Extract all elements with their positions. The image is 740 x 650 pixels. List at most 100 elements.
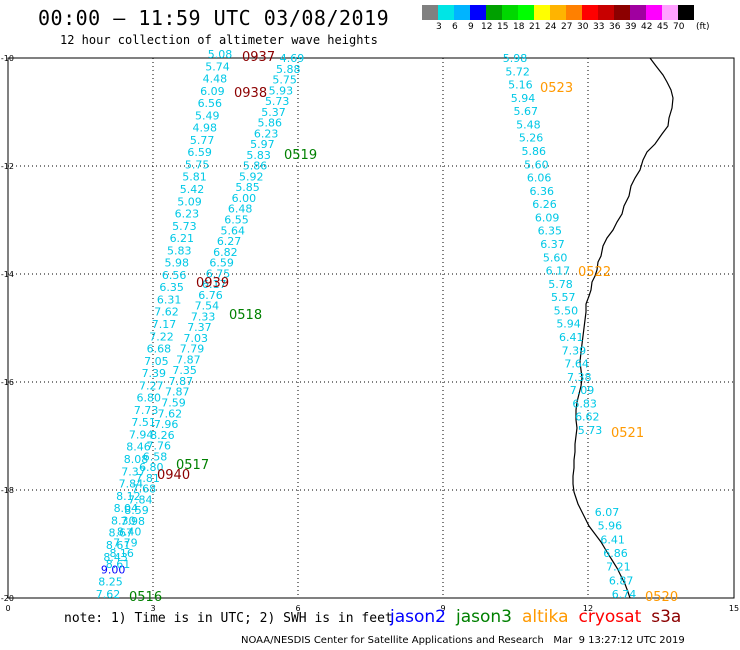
y-axis-label: -14 <box>1 270 14 279</box>
wave-height-value: 6.82 <box>213 246 238 259</box>
footer-credit: NOAA/NESDIS Center for Satellite Applica… <box>241 635 685 646</box>
satellite-name: jason3 <box>456 607 512 627</box>
map-title: 00:00 – 11:59 UTC 03/08/2019 <box>38 6 390 30</box>
wave-height-value: 5.73 <box>578 424 603 437</box>
wave-height-value: 5.72 <box>505 65 530 78</box>
pass-label: 0939 <box>196 276 229 291</box>
wave-height-value: 7.33 <box>191 310 216 323</box>
coastline <box>572 57 674 599</box>
wave-height-value: 7.87 <box>169 375 194 388</box>
wave-height-value: 5.88 <box>276 63 301 76</box>
satellite-name: jason2 <box>390 607 446 627</box>
wave-height-value: 6.06 <box>527 172 552 185</box>
wave-height-value: 6.62 <box>575 411 600 424</box>
wave-height-value: 8.25 <box>98 576 123 589</box>
wave-height-value: 6.55 <box>224 213 249 226</box>
wave-height-value: 6.83 <box>572 397 597 410</box>
wave-height-value: 6.17 <box>546 265 571 278</box>
wave-height-value: 8.43 <box>103 551 128 564</box>
legend-label: 45 <box>657 22 669 32</box>
wave-height-value: 6.00 <box>232 192 257 205</box>
pass-label: 0519 <box>284 148 317 163</box>
wave-height-value: 6.76 <box>198 289 223 302</box>
wave-height-value: 6.59 <box>187 146 212 159</box>
wave-height-value: 7.27 <box>139 379 164 392</box>
wave-height-value: 5.08 <box>208 48 233 61</box>
wave-height-value: 5.73 <box>172 220 197 233</box>
wave-height-value: 7.05 <box>144 355 169 368</box>
wave-height-value: 7.21 <box>606 561 631 574</box>
wave-height-value: 6.75 <box>206 267 231 280</box>
wave-height-value: 6.68 <box>147 343 172 356</box>
legend-label: 3 <box>436 22 442 32</box>
wave-height-value: 6.23 <box>254 127 279 140</box>
wave-height-value: 5.96 <box>598 520 623 533</box>
legend-label: 30 <box>577 22 589 32</box>
wave-height-value: 6.59 <box>209 257 234 270</box>
wave-height-value: 5.60 <box>524 158 549 171</box>
wave-height-value: 5.78 <box>548 278 573 291</box>
legend-unit: (ft) <box>696 22 710 32</box>
wave-height-value: 6.35 <box>159 281 184 294</box>
wave-height-value: 5.26 <box>519 132 544 145</box>
wave-height-value: 8.40 <box>117 526 142 539</box>
wave-height-value: 5.64 <box>221 224 246 237</box>
wave-height-value: 8.30 <box>111 514 136 527</box>
wave-height-value: 7.98 <box>121 515 146 528</box>
legend-label: 21 <box>529 22 541 32</box>
wave-height-value: 5.09 <box>177 195 202 208</box>
note-text: note: 1) Time is in UTC; 2) SWH is in fe… <box>64 611 393 626</box>
wave-height-value: 5.67 <box>513 105 538 118</box>
x-axis-label: 12 <box>583 604 593 613</box>
wave-height-value: 8.46 <box>126 441 151 454</box>
pass-label: 0517 <box>176 458 209 473</box>
wave-height-value: 6.56 <box>198 97 223 110</box>
legend-swatch <box>598 5 614 20</box>
legend-swatch <box>566 5 582 20</box>
pass-label: 0937 <box>242 50 275 65</box>
wave-height-value: 7.84 <box>119 478 144 491</box>
wave-height-value: 7.64 <box>564 358 589 371</box>
wave-height-value: 7.62 <box>154 306 179 319</box>
wave-height-value: 6.41 <box>559 331 584 344</box>
wave-height-value: 4.48 <box>203 73 228 86</box>
wave-height-value: 7.79 <box>113 536 138 549</box>
wave-height-value: 8.04 <box>114 502 139 515</box>
wave-height-value: 8.61 <box>106 539 131 552</box>
wave-height-value: 6.36 <box>530 185 555 198</box>
legend-label: 33 <box>593 22 605 32</box>
y-axis-label: -12 <box>1 162 14 171</box>
wave-height-value: 7.73 <box>134 404 159 417</box>
y-axis-label: -16 <box>1 378 14 387</box>
legend-swatch <box>678 5 694 20</box>
wave-height-value: 6.21 <box>170 232 195 245</box>
legend-label: 36 <box>609 22 621 32</box>
legend-label: 27 <box>561 22 573 32</box>
pass-label: 0523 <box>540 81 573 96</box>
wave-height-value: 7.59 <box>161 397 186 410</box>
wave-height-value: 6.86 <box>603 547 628 560</box>
satellite-name: altika <box>522 607 569 627</box>
wave-height-value: 6.87 <box>609 574 634 587</box>
wave-height-value: 5.48 <box>516 118 541 131</box>
wave-height-value: 5.50 <box>554 304 579 317</box>
wave-height-value: 5.75 <box>272 74 297 87</box>
wave-height-value: 5.83 <box>167 244 192 257</box>
pass-label: 0516 <box>129 590 162 605</box>
wave-height-value: 6.07 <box>595 506 620 519</box>
legend-swatch <box>646 5 662 20</box>
legend-swatch <box>662 5 678 20</box>
wave-height-value: 5.94 <box>511 92 536 105</box>
wave-height-value: 8.67 <box>108 527 133 540</box>
legend-swatch <box>422 5 438 20</box>
wave-height-value: 7.81 <box>135 472 160 485</box>
wave-height-value: 7.39 <box>562 344 587 357</box>
wave-height-value: 6.56 <box>162 269 187 282</box>
wave-height-value: 6.74 <box>612 588 637 601</box>
wave-height-value: 7.96 <box>154 418 179 431</box>
wave-height-value: 9.00 <box>101 563 126 576</box>
wave-height-value: 7.37 <box>121 465 146 478</box>
altimeter-tracks: 5.085.744.486.096.565.494.985.776.595.75… <box>96 48 637 601</box>
satellite-name: s3a <box>651 607 682 627</box>
